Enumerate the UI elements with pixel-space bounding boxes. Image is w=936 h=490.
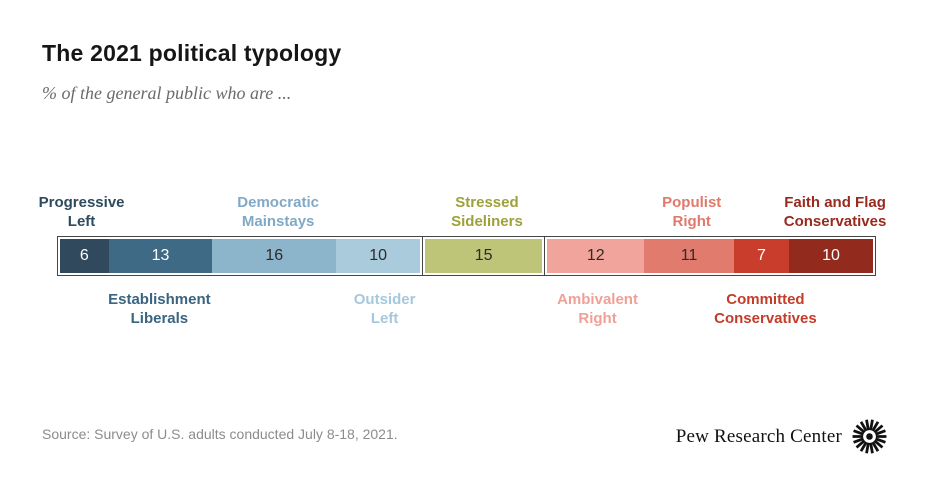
bar-segment: 10 xyxy=(336,239,421,273)
bar-segment: 11 xyxy=(644,239,734,273)
category-label: Ambivalent Right xyxy=(557,291,638,327)
typology-group-left-leaning: 6 13 16 10 xyxy=(57,236,424,276)
bar-segment: 10 xyxy=(789,239,874,273)
typology-group-middle: 15 xyxy=(422,236,546,276)
category-label: Democratic Mainstays xyxy=(237,194,319,230)
chart-header: The 2021 political typology % of the gen… xyxy=(0,0,936,104)
typology-bar: 6 13 16 10 15 12 11 7 10 xyxy=(57,236,876,276)
bar-segment: 16 xyxy=(212,239,337,273)
stacked-bar-chart: Progressive Left Democratic Mainstays Stre… xyxy=(39,192,887,336)
source-note: Source: Survey of U.S. adults conducted … xyxy=(42,426,398,442)
brand: Pew Research Center xyxy=(676,418,888,455)
category-label: Stressed Sideliners xyxy=(451,194,523,230)
category-labels-below: Establishment Liberals Outsider Left Ambiv… xyxy=(57,284,876,336)
typology-group-right-leaning: 12 11 7 10 xyxy=(544,236,876,276)
category-label: Committed Conservatives xyxy=(714,291,817,327)
category-label: Populist Right xyxy=(662,194,722,230)
chart-subtitle: % of the general public who are ... xyxy=(42,83,292,103)
category-label: Faith and Flag Conservatives xyxy=(783,194,887,230)
category-labels-above: Progressive Left Democratic Mainstays Stre… xyxy=(39,192,887,236)
category-label: Establishment Liberals xyxy=(108,291,211,327)
category-label: Progressive Left xyxy=(38,194,125,230)
bar-segment: 13 xyxy=(108,239,213,273)
bar-segment: 12 xyxy=(547,239,645,273)
page-title: The 2021 political typology xyxy=(42,40,342,66)
bar-segment: 6 xyxy=(60,239,109,273)
brand-name: Pew Research Center xyxy=(675,425,842,447)
bar-segment: 7 xyxy=(733,239,790,273)
category-label: Outsider Left xyxy=(353,291,416,327)
bar-segment: 15 xyxy=(425,239,543,273)
pew-starburst-icon xyxy=(852,419,887,454)
